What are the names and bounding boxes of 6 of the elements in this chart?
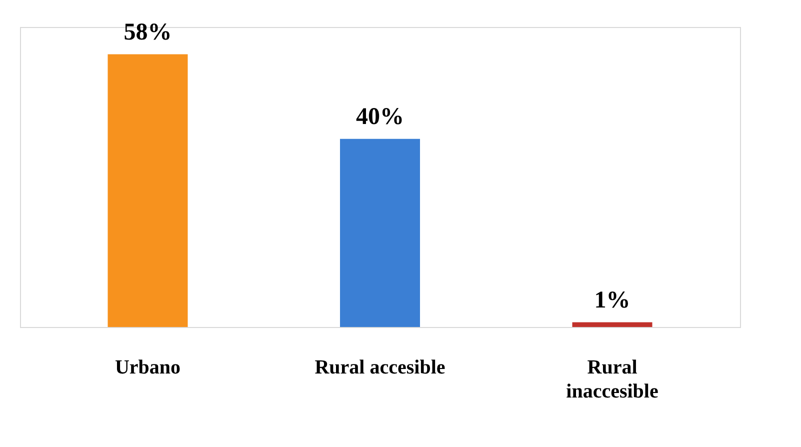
data-label: 40% [356,104,404,130]
data-label: 58% [124,19,172,46]
x-tick-label: Rural inaccesible [566,356,658,402]
x-tick-label: Rural accesible [314,356,446,378]
data-label: 1% [594,287,630,314]
x-tick-label: Urbano [114,356,181,378]
